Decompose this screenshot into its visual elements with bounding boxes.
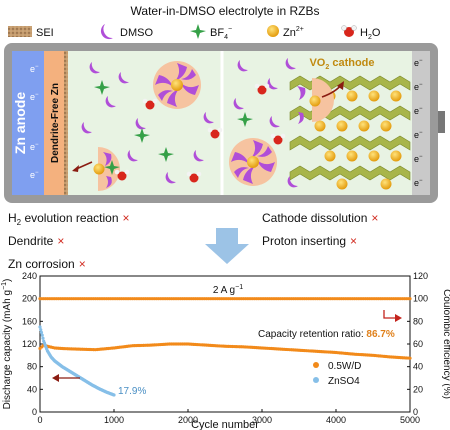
x-tick-label: 1000	[104, 415, 124, 425]
dendrite-free-label: Dendrite-Free Zn	[50, 83, 61, 163]
legend-row: SEI DMSO BF4− Zn2+ H2O	[8, 24, 381, 41]
legend-wd: 0.5W/D	[328, 361, 361, 372]
legend-wd-marker	[313, 362, 319, 368]
svg-text:e−: e−	[30, 142, 39, 152]
dmso-legend-icon	[100, 24, 113, 40]
cathode-current-collector	[412, 51, 430, 195]
legend-bf4: BF4−	[210, 26, 232, 41]
desolvating-cluster-cathode	[297, 78, 344, 124]
y2-tick-label: 20	[413, 384, 423, 394]
znso4-capacity-point	[40, 333, 44, 337]
battery-terminal	[438, 111, 445, 133]
svg-text:e−: e−	[414, 106, 423, 116]
znso4-capacity-point	[38, 325, 42, 329]
anode-electrons: e− e− e− e−	[30, 64, 39, 180]
svg-text:e−: e−	[414, 154, 423, 164]
cathode-electrons: e− e− e− e− e− e−	[414, 58, 423, 188]
figure-title: Water-in-DMSO electrolyte in RZBs	[131, 4, 320, 18]
issue-proton: Proton inserting ×	[262, 234, 357, 248]
x-tick-label: 4000	[326, 415, 346, 425]
intercalated-zn-ions	[314, 90, 402, 190]
svg-text:e−: e−	[414, 130, 423, 140]
sei-layer	[44, 51, 66, 195]
legend-znso4: ZnSO4	[328, 376, 360, 387]
zn-anode-label: Zn anode	[12, 92, 28, 154]
zn-anode	[12, 51, 44, 195]
desolvating-cluster-anode	[72, 147, 120, 191]
zn-legend-icon	[267, 25, 279, 37]
sei-edge	[64, 51, 68, 195]
znso4-capacity-point	[39, 328, 43, 332]
water-legend-icon	[341, 25, 357, 37]
issue-dissolution: Cathode dissolution ×	[262, 211, 378, 225]
y2-tick-label: 60	[413, 339, 423, 349]
legend-znso4-marker	[313, 377, 319, 383]
y-axis-label: Discharge capacity (mAh g−1)	[1, 279, 13, 410]
bf4-anions	[94, 80, 253, 175]
right-axis-arrow	[383, 310, 398, 319]
znso4-capacity-point	[41, 336, 45, 340]
y-tick-label: 160	[22, 316, 37, 326]
svg-text:e−: e−	[414, 178, 423, 188]
wd-capacity-point	[408, 356, 412, 360]
y-tick-label: 0	[32, 407, 37, 417]
legend-h2o: H2O	[360, 27, 381, 41]
y-tick-label: 240	[22, 271, 37, 281]
x-tick-label: 2000	[178, 415, 198, 425]
x-axis-label: Cycle number	[191, 419, 259, 430]
svg-text:e−: e−	[30, 64, 39, 74]
battery-cell: Zn anode e− e− e− e− Dendrite-Free Zn e−…	[4, 43, 445, 203]
water-molecules	[114, 83, 286, 183]
y2-axis-label: Coulombic efficiency (%)	[441, 289, 450, 399]
svg-text:e−: e−	[414, 58, 423, 68]
x-tick-label: 5000	[400, 415, 420, 425]
issue-dendrite: Dendrite ×	[8, 234, 64, 248]
cathode-label: VO2 cathode	[309, 57, 374, 71]
solvation-cluster-1	[153, 61, 201, 109]
cycling-chart: 0 40 80 120 160 200 240 0 20 40 60 80 100 120 0 1000 2…	[1, 271, 450, 430]
legend-zn: Zn2+	[283, 26, 304, 39]
plot-area	[39, 275, 411, 413]
legend-chart: 0.5W/D ZnSO4	[313, 361, 361, 387]
free-dmso-molecules	[81, 58, 298, 188]
x-tick-label: 3000	[252, 415, 272, 425]
x-tick-label: 0	[37, 415, 42, 425]
y2-axis: 0 20 40 60 80 100 120	[407, 271, 428, 417]
znso4-retention-label: 17.9%	[118, 386, 146, 397]
x-axis: 0 1000 2000 3000 4000 5000	[37, 409, 420, 425]
y2-tick-label: 40	[413, 362, 423, 372]
y-tick-label: 40	[27, 384, 37, 394]
y-tick-label: 80	[27, 362, 37, 372]
legend-sei: SEI	[36, 27, 54, 39]
y-tick-label: 200	[22, 294, 37, 304]
bf4-legend-icon	[190, 24, 206, 39]
znso4-capacity-point	[112, 393, 116, 397]
issue-h2: H2 evolution reaction ×	[8, 211, 130, 227]
solvation-cluster-2	[229, 138, 277, 186]
svg-text:e−: e−	[414, 82, 423, 92]
y2-tick-label: 100	[413, 294, 428, 304]
svg-text:e−: e−	[30, 170, 39, 180]
y-tick-label: 120	[22, 339, 37, 349]
znso4-capacity-point	[39, 330, 44, 335]
issue-corrosion: Zn corrosion ×	[8, 257, 86, 271]
legend-dmso: DMSO	[120, 27, 153, 39]
y2-tick-label: 120	[413, 271, 428, 281]
rate-label: 2 A g−1	[213, 284, 243, 296]
wd-efficiency-point	[408, 297, 412, 301]
sei-swatch	[8, 26, 32, 37]
retention-label: Capacity retention ratio: 86.7%	[258, 329, 395, 340]
down-arrow	[205, 228, 249, 264]
series-layer	[38, 297, 412, 397]
axis-arrows	[52, 310, 402, 382]
y2-tick-label: 0	[413, 407, 418, 417]
svg-text:e−: e−	[30, 92, 39, 102]
y2-tick-label: 80	[413, 316, 423, 326]
issues-list: H2 evolution reaction × Dendrite × Zn corr…	[8, 211, 378, 271]
